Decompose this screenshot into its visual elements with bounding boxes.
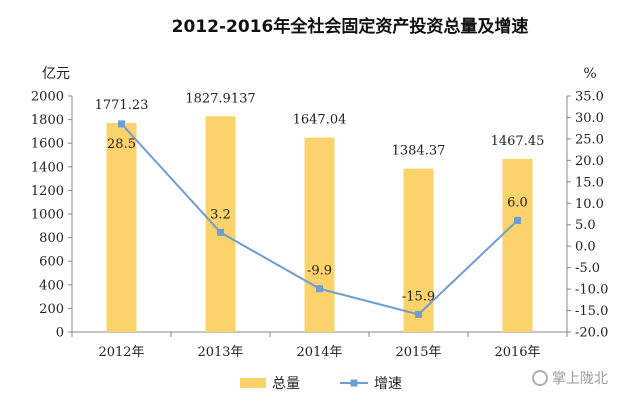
watermark: 掌上陇北: [532, 368, 608, 388]
bar: [502, 158, 533, 332]
right-tick-label: 25.0: [575, 132, 604, 147]
wechat-logo-icon: [532, 370, 548, 386]
line-value-label: 28.5: [107, 137, 136, 152]
left-tick-label: 1000: [31, 208, 64, 223]
left-tick-label: 800: [39, 231, 64, 246]
right-tick-label: -5.0: [575, 261, 600, 276]
right-tick-label: 20.0: [575, 154, 604, 169]
left-tick-label: 200: [39, 302, 64, 317]
right-tick-label: 5.0: [575, 218, 596, 233]
line-value-label: -15.9: [402, 289, 435, 304]
bar: [304, 137, 335, 332]
line-point: [217, 228, 224, 236]
bar-value-label: 1827.9137: [185, 91, 255, 106]
legend-bar-swatch: [240, 378, 266, 388]
right-tick-label: 15.0: [575, 175, 604, 190]
line-point: [316, 285, 323, 293]
right-tick-label: -20.0: [575, 326, 608, 341]
line-point: [118, 120, 125, 128]
right-tick-label: 10.0: [575, 197, 604, 212]
left-tick-label: 2000: [31, 90, 64, 105]
x-tick-label: 2012年: [98, 345, 144, 360]
line-point: [514, 216, 521, 224]
bar-value-label: 1467.45: [491, 134, 545, 149]
legend-line-marker: [350, 379, 358, 387]
line-value-label: -9.9: [307, 264, 332, 279]
right-tick-label: -15.0: [575, 304, 608, 319]
x-tick-label: 2013年: [197, 345, 243, 360]
chart-title: 2012-2016年全社会固定资产投资总量及增速: [172, 16, 529, 37]
bar: [106, 122, 137, 332]
right-axis-unit: %: [583, 66, 596, 82]
right-tick-label: 0.0: [575, 240, 596, 255]
line-value-label: 6.0: [507, 195, 528, 210]
legend-bar-label: 总量: [272, 376, 300, 392]
x-tick-label: 2016年: [494, 345, 540, 360]
line-value-label: 3.2: [210, 207, 231, 222]
bar: [205, 116, 236, 332]
x-tick-label: 2015年: [395, 345, 441, 360]
watermark-text: 掌上陇北: [552, 371, 608, 387]
left-axis-unit: 亿元: [42, 66, 70, 82]
right-tick-label: 35.0: [575, 90, 604, 105]
line-point: [415, 310, 422, 318]
x-tick-label: 2014年: [296, 345, 342, 360]
bar: [403, 168, 434, 332]
left-tick-label: 1400: [31, 160, 64, 175]
right-tick-label: 30.0: [575, 111, 604, 126]
bar-value-label: 1384.37: [392, 144, 446, 159]
left-tick-label: 1600: [31, 137, 64, 152]
left-tick-label: 1800: [31, 113, 64, 128]
right-tick-label: -10.0: [575, 283, 608, 298]
left-tick-label: 0: [56, 326, 64, 341]
bar-value-label: 1771.23: [95, 98, 149, 113]
left-tick-label: 600: [39, 255, 64, 270]
left-tick-label: 400: [39, 278, 64, 293]
legend-line-label: 增速: [374, 376, 402, 392]
left-tick-label: 1200: [31, 184, 64, 199]
bar-value-label: 1647.04: [293, 113, 347, 128]
